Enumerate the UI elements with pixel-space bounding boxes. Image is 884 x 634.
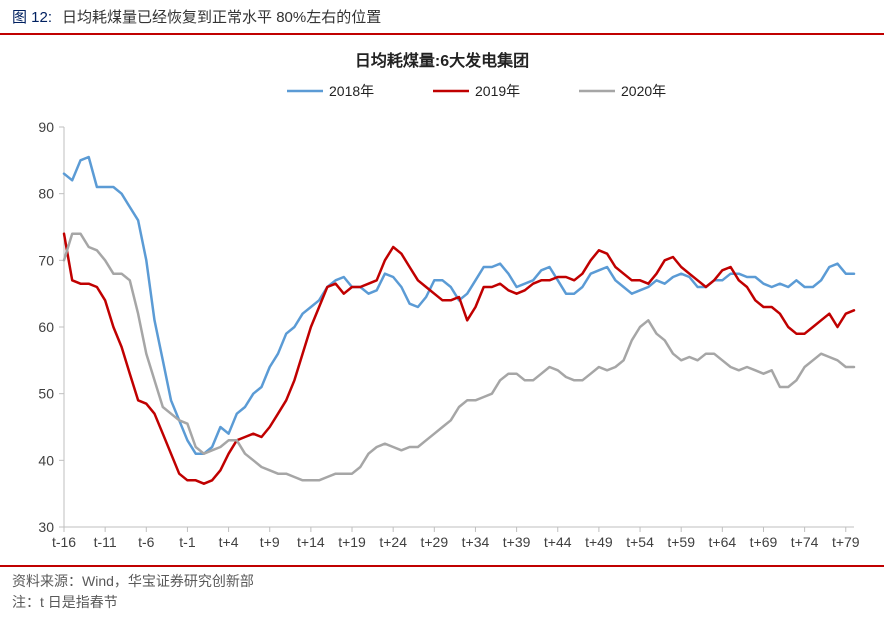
svg-text:50: 50 (38, 386, 54, 402)
svg-text:t+79: t+79 (832, 534, 860, 550)
svg-text:60: 60 (38, 319, 54, 335)
svg-text:t+59: t+59 (667, 534, 695, 550)
figure-footer: 资料来源：Wind，华宝证券研究创新部 注：t 日是指春节 (0, 567, 884, 617)
svg-text:2020年: 2020年 (621, 83, 666, 99)
svg-text:70: 70 (38, 252, 54, 268)
svg-text:t+9: t+9 (260, 534, 280, 550)
footer-note: 注：t 日是指春节 (12, 592, 872, 613)
svg-text:90: 90 (38, 119, 54, 135)
svg-text:t+54: t+54 (626, 534, 654, 550)
svg-text:t+49: t+49 (585, 534, 613, 550)
svg-text:t+4: t+4 (219, 534, 239, 550)
svg-text:t+64: t+64 (709, 534, 737, 550)
figure-header: 图 12: 日均耗煤量已经恢复到正常水平 80%左右的位置 (0, 0, 884, 35)
chart-canvas: 30 40 50 60 70 80 90 t-16 t-11 t-6 t-1 t+4 t+9 t+14 t+… (18, 73, 866, 561)
svg-text:t+19: t+19 (338, 534, 366, 550)
svg-text:2019年: 2019年 (475, 83, 520, 99)
svg-text:t+24: t+24 (379, 534, 407, 550)
series-s2019 (64, 234, 854, 484)
figure-title: 日均耗煤量已经恢复到正常水平 80%左右的位置 (62, 6, 381, 27)
svg-text:2018年: 2018年 (329, 83, 374, 99)
svg-text:30: 30 (38, 519, 54, 535)
svg-text:t+74: t+74 (791, 534, 819, 550)
chart-title: 日均耗煤量:6大发电集团 (18, 47, 866, 71)
svg-text:t+14: t+14 (297, 534, 325, 550)
svg-text:80: 80 (38, 186, 54, 202)
footer-source: 资料来源：Wind，华宝证券研究创新部 (12, 571, 872, 592)
svg-text:40: 40 (38, 452, 54, 468)
svg-text:t+29: t+29 (420, 534, 448, 550)
svg-text:t+34: t+34 (462, 534, 490, 550)
svg-text:t+44: t+44 (544, 534, 572, 550)
svg-text:t-1: t-1 (179, 534, 196, 550)
chart-svg: 30 40 50 60 70 80 90 t-16 t-11 t-6 t-1 t+4 t+9 t+14 t+… (18, 73, 866, 561)
series-s2020 (64, 234, 854, 481)
figure-number: 图 12: (12, 6, 52, 27)
svg-text:t+69: t+69 (750, 534, 778, 550)
svg-text:t+39: t+39 (503, 534, 531, 550)
svg-text:t-16: t-16 (52, 534, 76, 550)
svg-text:t-6: t-6 (138, 534, 155, 550)
svg-text:t-11: t-11 (94, 534, 117, 550)
chart-container: 日均耗煤量:6大发电集团 30 40 50 60 70 80 90 t-16 t-11 t-6 t-… (0, 35, 884, 567)
